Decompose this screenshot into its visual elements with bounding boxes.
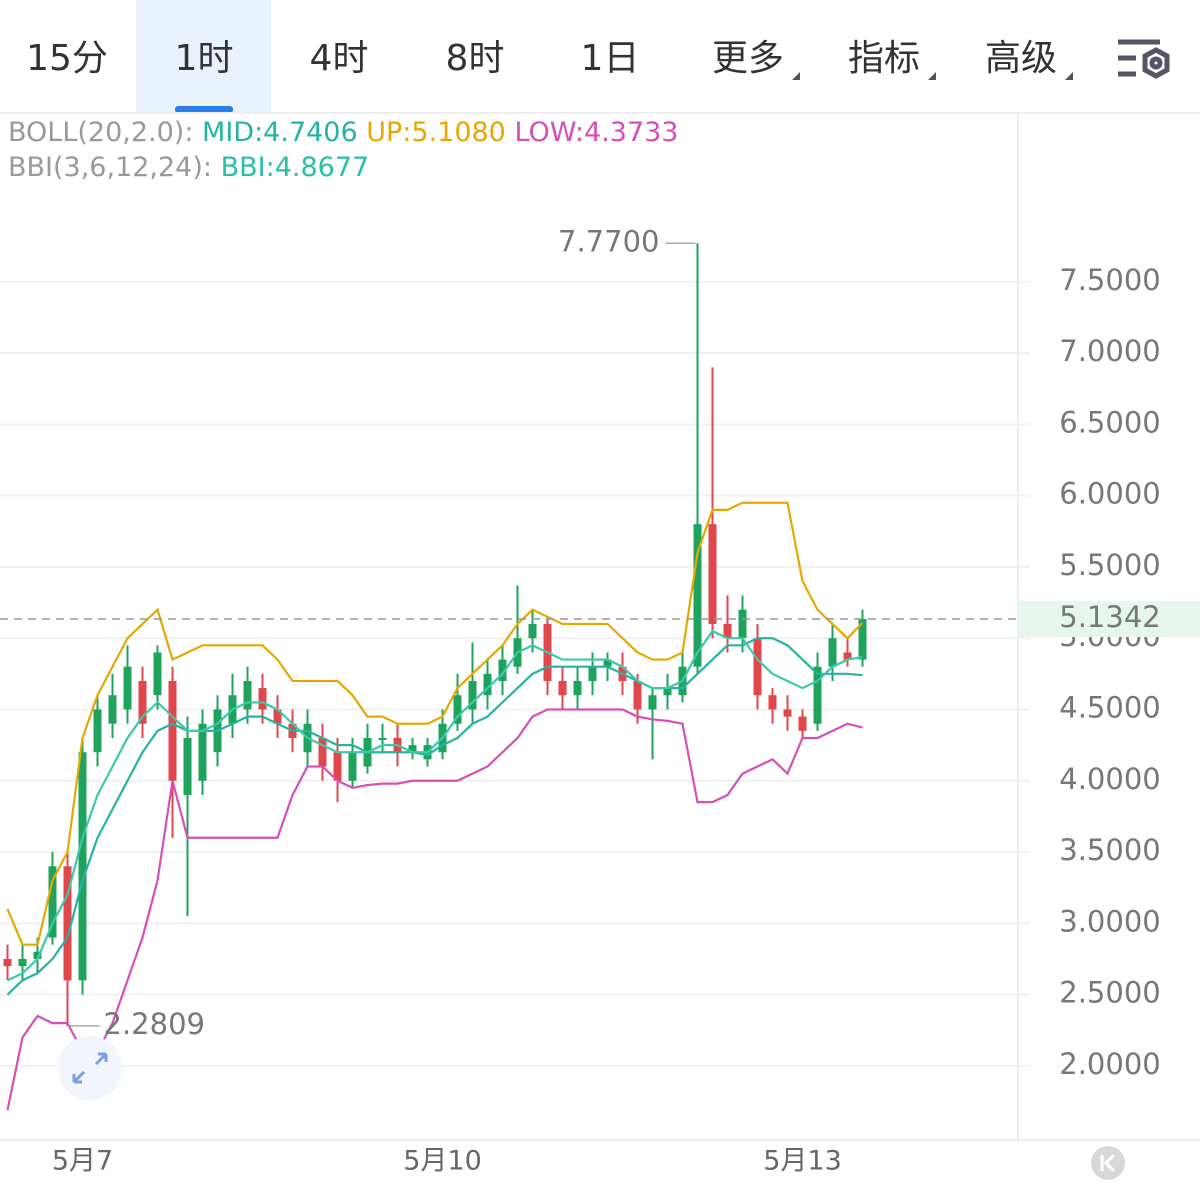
last-price-label: 5.1342 (1059, 600, 1160, 634)
x-tick-label: 5月10 (403, 1146, 482, 1177)
candle-body (108, 695, 117, 724)
candle-body (78, 752, 87, 981)
indicator-line (6, 637, 863, 996)
candle-body (408, 745, 417, 753)
zoom-button[interactable] (58, 1036, 122, 1100)
boll-up: UP:5.1080 (366, 117, 506, 148)
candle-body (123, 666, 132, 710)
candle-body (183, 737, 192, 796)
indicator-line (6, 708, 863, 1111)
candle-body (558, 680, 567, 696)
candle-body (63, 866, 72, 981)
candle-body (828, 638, 837, 667)
candle-body (273, 709, 282, 724)
candle-body (333, 752, 342, 781)
candle-body (453, 695, 462, 724)
dropdown-caret (928, 72, 936, 80)
bbi-value: BBI:4.8677 (221, 152, 370, 183)
tab[interactable]: 高级 (985, 38, 1057, 79)
y-tick-label: 2.0000 (1059, 1047, 1160, 1081)
bbi-legend: BBI(3,6,12,24): BBI:4.8677 (8, 152, 369, 183)
indicator-line (6, 501, 864, 946)
candle-body (528, 623, 537, 639)
candle-body (798, 716, 807, 731)
candle-body (693, 524, 702, 667)
candle-body (483, 673, 492, 696)
y-tick-label: 7.0000 (1059, 334, 1160, 368)
candle-body (588, 666, 597, 681)
tab[interactable]: 1时 (175, 38, 234, 79)
boll-mid: MID:4.7406 (202, 117, 358, 148)
candle-body (93, 709, 102, 753)
candle-body (843, 652, 852, 660)
dropdown-caret (792, 72, 800, 80)
tab-selected-bg (136, 0, 271, 112)
candle-body (603, 659, 612, 667)
y-tick-label: 6.0000 (1059, 477, 1160, 511)
candle-body (138, 680, 147, 724)
min-label: 2.2809 (104, 1007, 205, 1041)
candle-body (783, 709, 792, 717)
settings-icon[interactable] (1118, 39, 1170, 79)
candle-body (243, 680, 252, 710)
plot: 2.00002.50003.00003.50004.00004.50005.00… (0, 224, 1200, 1177)
dropdown-caret (1065, 72, 1073, 80)
x-tick-label: 5月7 (52, 1146, 113, 1177)
candle-body (723, 623, 732, 639)
candle-body (18, 958, 27, 967)
candle-body (663, 688, 672, 696)
candle-body (648, 695, 657, 710)
bbi-name: BBI(3,6,12,24): (8, 152, 212, 183)
candle-body (633, 680, 642, 710)
y-tick-label: 3.5000 (1059, 833, 1160, 867)
tab[interactable]: 指标 (848, 38, 920, 79)
candle-body (153, 652, 162, 696)
candle-body (378, 737, 387, 740)
candle-body (753, 638, 762, 696)
y-tick-label: 3.0000 (1059, 904, 1160, 938)
candle-body (198, 723, 207, 781)
candle-body (738, 609, 747, 639)
tab[interactable]: 15分 (26, 38, 108, 79)
tab[interactable]: 更多 (712, 38, 784, 79)
candle-body (48, 866, 57, 938)
candle-body (3, 958, 12, 967)
y-tick-label: 4.0000 (1059, 762, 1160, 796)
candle-body (498, 659, 507, 681)
boll-legend: BOLL(20,2.0): MID:4.7406 UP:5.1080 LOW:4… (8, 117, 679, 148)
candle-body (168, 680, 177, 781)
tab[interactable]: 8时 (446, 38, 505, 79)
x-tick-label: 5月13 (763, 1146, 842, 1177)
candle-body (258, 688, 267, 710)
y-tick-label: 6.5000 (1059, 405, 1160, 439)
candle-body (318, 737, 327, 767)
candle-body (348, 752, 357, 781)
y-tick-label: 5.5000 (1059, 548, 1160, 582)
boll-low: LOW:4.3733 (514, 117, 678, 148)
candle-body (708, 524, 717, 624)
scroll-end-button[interactable] (1091, 1146, 1125, 1180)
candle-body (858, 619, 867, 660)
boll-name: BOLL(20,2.0): (8, 117, 193, 148)
candle-body (573, 680, 582, 696)
candle-body (468, 680, 477, 710)
tab[interactable]: 4时 (310, 38, 369, 79)
indicator-line (7, 629, 863, 982)
tab[interactable]: 1日 (581, 38, 640, 79)
y-tick-label: 7.5000 (1059, 263, 1160, 297)
candle-body (768, 695, 777, 710)
candle-body (33, 951, 42, 959)
tab-bar: 15分 1时 4时 8时 1日 更多 指标 高级 (26, 0, 1073, 113)
candle-body (813, 666, 822, 724)
tab-indicator (175, 106, 233, 113)
last-price-bg (1018, 601, 1200, 638)
y-tick-label: 4.5000 (1059, 690, 1160, 724)
y-tick-label: 2.5000 (1059, 976, 1160, 1010)
max-label: 7.7700 (558, 224, 659, 258)
